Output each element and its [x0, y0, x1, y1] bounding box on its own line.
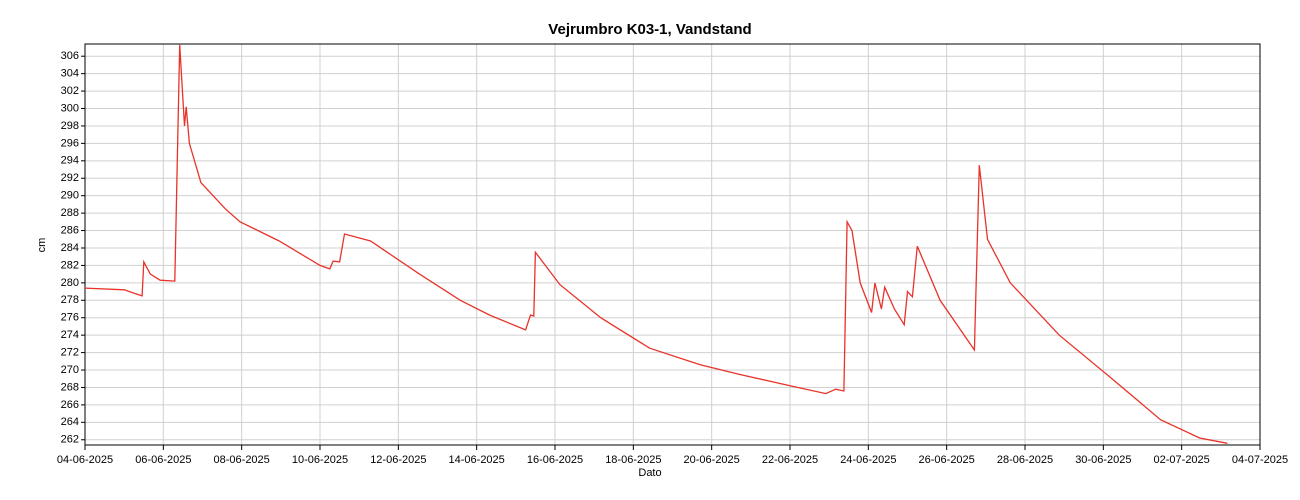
- y-tick-label: 304: [61, 68, 79, 80]
- y-tick-label: 292: [61, 172, 79, 184]
- data-line: [84, 44, 1228, 444]
- x-tick-label: 26-06-2025: [919, 454, 975, 466]
- x-tick-label: 24-06-2025: [840, 454, 896, 466]
- y-tick-label: 270: [61, 364, 79, 376]
- chart-title: Vejrumbro K03-1, Vandstand: [548, 21, 751, 38]
- y-tick-label: 264: [61, 416, 79, 428]
- x-tick-label: 14-06-2025: [449, 454, 505, 466]
- y-tick-label: 272: [61, 347, 79, 359]
- x-tick-label: 02-07-2025: [1154, 454, 1210, 466]
- x-tick-label: 30-06-2025: [1075, 454, 1131, 466]
- y-tick-label: 282: [61, 259, 79, 271]
- x-tick-label: 22-06-2025: [762, 454, 818, 466]
- y-tick-label: 306: [61, 50, 79, 62]
- x-tick-label: 18-06-2025: [605, 454, 661, 466]
- y-tick-label: 288: [61, 207, 79, 219]
- y-tick-label: 274: [61, 329, 79, 341]
- y-axis-label: cm: [36, 238, 48, 253]
- x-tick-label: 16-06-2025: [527, 454, 583, 466]
- x-tick-label: 08-06-2025: [214, 454, 270, 466]
- y-tick-label: 296: [61, 137, 79, 149]
- y-tick-label: 276: [61, 312, 79, 324]
- y-tick-label: 294: [61, 155, 79, 167]
- y-tick-label: 268: [61, 381, 79, 393]
- y-tick-label: 280: [61, 277, 79, 289]
- x-tick-label: 06-06-2025: [135, 454, 191, 466]
- x-tick-label: 04-06-2025: [57, 454, 113, 466]
- x-tick-label: 04-07-2025: [1232, 454, 1288, 466]
- x-axis-label: Dato: [638, 467, 661, 479]
- y-tick-label: 262: [61, 434, 79, 446]
- x-tick-label: 12-06-2025: [370, 454, 426, 466]
- x-tick-label: 20-06-2025: [684, 454, 740, 466]
- x-tick-label: 28-06-2025: [997, 454, 1053, 466]
- y-tick-label: 284: [61, 242, 79, 254]
- y-tick-label: 286: [61, 224, 79, 236]
- y-tick-label: 266: [61, 399, 79, 411]
- y-tick-label: 298: [61, 120, 79, 132]
- y-tick-label: 302: [61, 85, 79, 97]
- y-tick-label: 290: [61, 190, 79, 202]
- x-tick-label: 10-06-2025: [292, 454, 348, 466]
- y-tick-label: 278: [61, 294, 79, 306]
- plot-frame: [84, 43, 1261, 446]
- y-tick-label: 300: [61, 102, 79, 114]
